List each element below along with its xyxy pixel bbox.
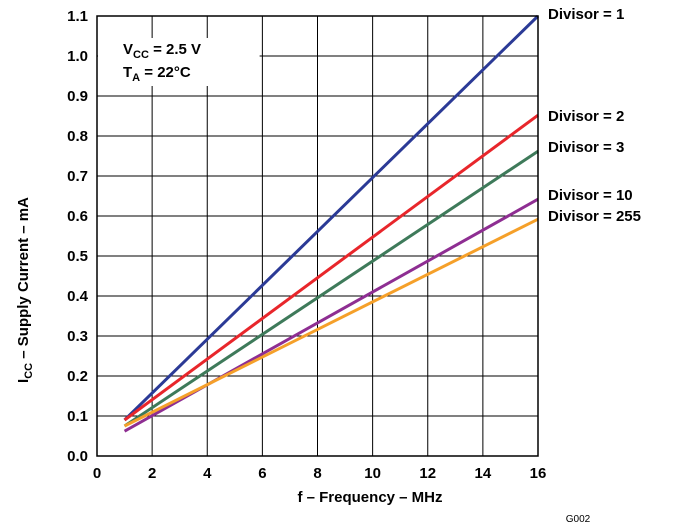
series-labels: Divisor = 1 Divisor = 2 Divisor = 3 Divisor… [548,6,641,225]
x-tick-label: 14 [475,465,492,482]
plot-frame [96,15,539,457]
y-tick-label: 0.7 [67,168,88,185]
y-tick-label: 0.6 [67,208,88,225]
y-tick-label: 0.0 [67,448,88,465]
series-label: Divisor = 2 [548,108,624,125]
x-tick-label: 0 [93,465,101,482]
x-tick-label: 4 [203,465,212,482]
series-line [123,217,539,428]
series-label: Divisor = 1 [548,6,624,23]
y-tick-label: 0.2 [67,368,88,385]
y-tick-label: 1.0 [67,48,88,65]
y-tick-label: 0.3 [67,328,88,345]
y-axis-label: ICC – Supply Current – mA [15,197,35,383]
x-tick-label: 10 [364,465,381,482]
series-label: Divisor = 10 [548,187,633,204]
series-line [123,113,539,422]
series-line [123,14,540,422]
series-label: Divisor = 255 [548,208,641,225]
series-label: Divisor = 3 [548,139,624,156]
series-lines [123,14,540,433]
ta-annotation: TA = 22°C [123,64,191,84]
x-tick-labels: 0 2 4 6 8 10 12 14 16 [93,465,547,482]
x-tick-label: 2 [148,465,156,482]
y-tick-label: 0.1 [67,408,88,425]
series-line [123,149,539,428]
x-tick-label: 16 [530,465,547,482]
y-tick-label: 0.5 [67,248,88,265]
vcc-annotation: VCC = 2.5 V [123,41,201,61]
y-tick-label: 0.8 [67,128,88,145]
x-axis-label: f – Frequency – MHz [297,489,442,506]
x-tick-label: 12 [419,465,436,482]
conditions-annotation: VCC = 2.5 V TA = 22°C [98,38,260,86]
x-tick-label: 8 [313,465,321,482]
figure-id: G002 [566,514,591,525]
y-tick-label: 1.1 [67,8,88,25]
y-tick-label: 0.4 [67,288,89,305]
y-tick-labels: 0.0 0.1 0.2 0.3 0.4 0.5 0.6 0.7 0.8 0.9 1.0 1.1 [67,8,89,465]
y-tick-label: 0.9 [67,88,88,105]
x-tick-label: 6 [258,465,266,482]
